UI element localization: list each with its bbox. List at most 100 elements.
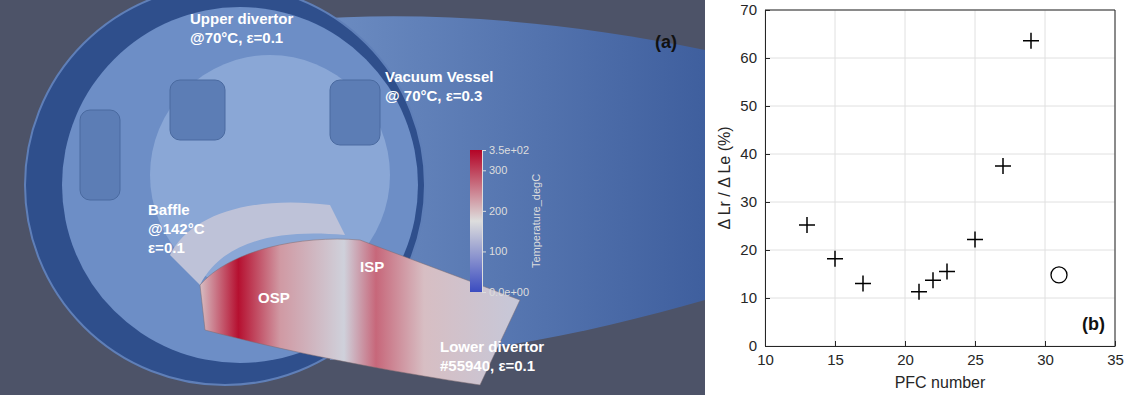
- port: [170, 80, 225, 140]
- colorbar-tick-mark: [482, 170, 486, 171]
- x-tick-label: 20: [897, 351, 914, 368]
- series-1: [1051, 267, 1067, 283]
- y-tick-label: 50: [740, 97, 757, 114]
- y-tick-mark: [765, 58, 770, 59]
- label-line: Baffle: [148, 201, 190, 218]
- y-tick: 50: [740, 97, 770, 114]
- y-tick-label: 30: [740, 193, 757, 210]
- y-grid-line: [765, 250, 1115, 251]
- x-axis-title: PFC number: [895, 374, 986, 391]
- x-tick: 25: [967, 341, 984, 368]
- y-grid-line: [765, 154, 1115, 155]
- label-line: Upper divertor: [190, 10, 294, 27]
- y-tick: 70: [740, 1, 770, 18]
- x-tick-label: 15: [827, 351, 844, 368]
- figure: Upper divertor @70°C, ε=0.1 Vacuum Vessel @…: [0, 0, 1133, 395]
- colorbar-axis-line: [482, 151, 483, 293]
- y-grid-line: [765, 298, 1115, 299]
- plot-background: [765, 10, 1115, 346]
- label-1: Vacuum Vessel @ 70°C, ε=0.3: [385, 68, 493, 104]
- y-grid-line: [765, 58, 1115, 59]
- y-tick-label: 60: [740, 49, 757, 66]
- port: [80, 110, 120, 200]
- label-5: Lower divertor#55940, ε=0.1: [440, 338, 544, 374]
- y-grid-line: [765, 202, 1115, 203]
- x-axis: 101520253035: [757, 341, 1124, 368]
- y-tick-mark: [765, 298, 770, 299]
- y-tick-mark: [765, 250, 770, 251]
- y-tick-mark: [765, 154, 770, 155]
- label-line: ISP: [360, 258, 384, 275]
- point: [995, 158, 1011, 174]
- colorbar-tick-label: 100: [489, 245, 507, 257]
- label-line: @ 70°C, ε=0.3: [385, 87, 482, 104]
- x-axis-line: [766, 346, 1116, 347]
- y-tick-label: 70: [740, 1, 757, 18]
- port: [330, 80, 380, 145]
- x-tick-mark: [1045, 341, 1046, 346]
- point: [939, 264, 955, 280]
- point: [967, 231, 983, 247]
- x-tick-mark: [905, 341, 906, 346]
- y-tick-mark: [765, 346, 770, 347]
- colorbar-tick-mark: [482, 292, 486, 293]
- x-tick-label: 35: [1107, 351, 1124, 368]
- y-tick: 30: [740, 193, 770, 210]
- colorbar-tick-label: 300: [489, 164, 507, 176]
- label-line: Vacuum Vessel: [385, 68, 493, 85]
- colorbar-title: Temperature_degC: [530, 174, 542, 268]
- x-grid-line: [835, 10, 836, 346]
- point: [799, 217, 815, 233]
- x-tick: 20: [897, 341, 914, 368]
- label-line: @70°C, ε=0.1: [190, 29, 283, 46]
- label-line: Lower divertor: [440, 338, 544, 355]
- point: [925, 272, 941, 288]
- series-0: [799, 33, 1039, 300]
- point: [1051, 267, 1067, 283]
- colorbar-tick: 3.5e+02: [482, 144, 529, 156]
- label-line: @142°C: [148, 220, 205, 237]
- colorbar: [470, 150, 482, 292]
- colorbar-tick-label: 3.5e+02: [489, 144, 529, 156]
- x-tick-label: 25: [967, 351, 984, 368]
- x-tick-mark: [835, 341, 836, 346]
- y-axis-line: [765, 11, 766, 347]
- panel-label: (a): [655, 32, 677, 52]
- panel-b: 10 15 20 25 30 35 0 10 20 30 40 50 60 70 PFC number Δ L…: [716, 1, 1124, 391]
- colorbar-tick-label: 0.0e+00: [489, 286, 529, 298]
- label-line: OSP: [258, 289, 290, 306]
- y-tick-mark: [765, 10, 770, 11]
- x-tick-mark: [1115, 341, 1116, 346]
- y-tick: 0: [749, 337, 770, 354]
- x-grid-line: [1045, 10, 1046, 346]
- point: [827, 251, 843, 267]
- x-tick-label: 30: [1037, 351, 1054, 368]
- label-2: Baffle @142°C ε=0.1: [148, 201, 205, 256]
- y-tick-mark: [765, 106, 770, 107]
- label-line: ε=0.1: [148, 239, 185, 256]
- x-tick: 30: [1037, 341, 1054, 368]
- colorbar-tick: 0.0e+00: [482, 286, 529, 298]
- panel-a: Upper divertor @70°C, ε=0.1 Vacuum Vessel @…: [0, 0, 705, 395]
- y-tick: 40: [740, 145, 770, 162]
- point: [911, 284, 927, 300]
- y-tick: 20: [740, 241, 770, 258]
- y-axis-title: Δ Lr / Δ Le (%): [716, 126, 733, 229]
- colorbar-tick-mark: [482, 211, 486, 212]
- y-tick-label: 40: [740, 145, 757, 162]
- plot-frame: [765, 10, 1115, 346]
- y-tick: 10: [740, 289, 770, 306]
- x-tick: 35: [1107, 341, 1124, 368]
- x-grid-line: [765, 10, 766, 346]
- y-axis: 0 10 20 30 40 50 60 70: [740, 1, 770, 354]
- label-4: OSP: [258, 289, 290, 306]
- x-tick: 15: [827, 341, 844, 368]
- x-grid-line: [975, 10, 976, 346]
- point: [855, 276, 871, 292]
- colorbar-tick-mark: [482, 251, 486, 252]
- colorbar-tick: 300: [482, 164, 507, 176]
- marks: [799, 33, 1067, 300]
- x-tick-mark: [975, 341, 976, 346]
- colorbar-tick-label: 200: [489, 205, 507, 217]
- y-tick-label: 10: [740, 289, 757, 306]
